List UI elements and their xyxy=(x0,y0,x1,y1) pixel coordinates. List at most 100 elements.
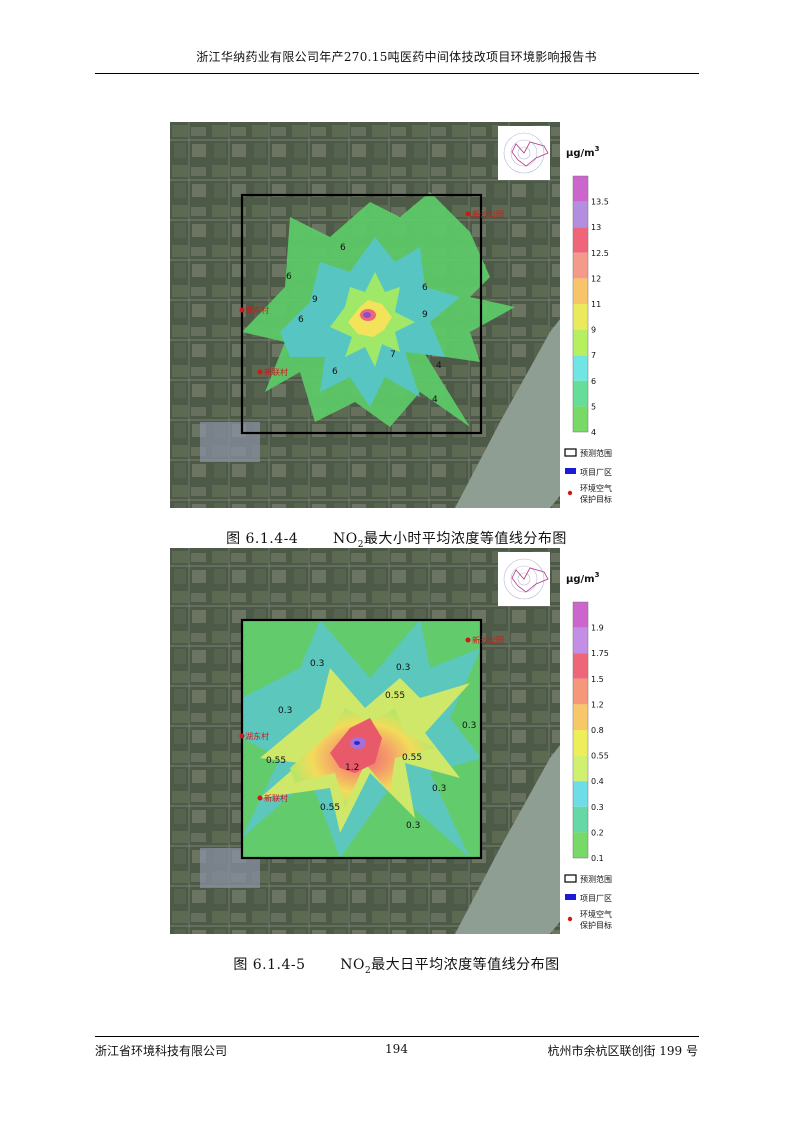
figure-hourly: 6 6 9 9 6 6 4 4 6 7 新沙公园 湖东村 新联村 xyxy=(170,122,620,508)
scale-label: 0.55 xyxy=(591,752,609,761)
contour-label: 7 xyxy=(390,350,396,360)
scale-swatch xyxy=(573,627,588,654)
contour-label: 0.3 xyxy=(396,663,410,673)
contour-13-5 xyxy=(363,312,371,318)
scale-swatch xyxy=(573,406,588,432)
target-legend-dot xyxy=(567,490,573,496)
scale-swatch xyxy=(573,355,588,381)
scale-swatch xyxy=(573,755,588,782)
scale-swatch xyxy=(573,380,588,407)
contour-label: 0.3 xyxy=(278,706,292,716)
scale-swatch xyxy=(573,806,588,833)
scale-label: 0.8 xyxy=(591,726,604,735)
target-legend-dot xyxy=(567,916,573,922)
scale-swatch xyxy=(573,252,588,279)
scale-swatch xyxy=(573,602,588,628)
legend-target-label: 保护目标 xyxy=(580,920,612,930)
contour-label: 6 xyxy=(422,283,428,293)
scale-swatch xyxy=(573,781,588,807)
unit-label: μg/m3 xyxy=(566,571,600,585)
wind-rose-inset xyxy=(498,126,550,180)
target-dot xyxy=(239,307,245,313)
prediction-range-box xyxy=(240,618,483,860)
legend-panel xyxy=(560,548,620,934)
place-label: 新联村 xyxy=(264,793,288,803)
range-legend-swatch xyxy=(564,448,577,457)
page-number: 194 xyxy=(385,1042,408,1056)
unit-label: μg/m3 xyxy=(566,145,600,159)
plant-marker xyxy=(354,741,360,745)
footer-address: 杭州市余杭区联创街 199 号 xyxy=(547,1044,698,1058)
contour-label: 0.55 xyxy=(320,803,340,813)
prediction-range-box xyxy=(240,193,483,435)
scale-label: 1.9 xyxy=(591,624,604,633)
scale-swatch xyxy=(573,176,588,202)
scale-label: 0.4 xyxy=(591,777,604,786)
contour-label: 6 xyxy=(286,272,292,282)
scale-frame xyxy=(572,175,589,433)
legend-target-label: 保护目标 xyxy=(580,494,612,504)
scale-swatch xyxy=(573,704,588,730)
range-legend-swatch xyxy=(564,874,577,883)
scale-label: 0.3 xyxy=(591,803,604,812)
place-label: 湖东村 xyxy=(245,305,269,315)
place-label: 新沙公园 xyxy=(472,635,504,645)
scale-swatch xyxy=(573,832,588,858)
map-hourly: 6 6 9 9 6 6 4 4 6 7 新沙公园 湖东村 新联村 xyxy=(170,122,620,508)
scale-frame xyxy=(572,601,589,859)
place-label: 湖东村 xyxy=(245,731,269,741)
figure-caption: 图 6.1.4-5 NO2最大日平均浓度等值线分布图 xyxy=(233,957,560,976)
figure-caption: 图 6.1.4-4 NO2最大小时平均浓度等值线分布图 xyxy=(226,531,567,550)
target-dot xyxy=(239,733,245,739)
scale-label: 1.75 xyxy=(591,649,609,658)
scale-label: 13 xyxy=(591,223,601,232)
contour-label: 9 xyxy=(312,295,318,305)
legend-target-label: 环境空气 xyxy=(580,483,612,493)
figure-daily: 0.3 0.3 0.55 0.3 0.55 0.55 1.2 0.55 0.3 … xyxy=(170,548,620,934)
plant-legend-swatch xyxy=(565,468,576,474)
contour-label: 6 xyxy=(340,243,346,253)
scale-swatch xyxy=(573,730,588,756)
scale-label: 4 xyxy=(591,428,596,437)
wind-rose-inset xyxy=(498,552,550,606)
contour-label: 6 xyxy=(332,367,338,377)
contour-label: 0.3 xyxy=(310,659,324,669)
target-dot xyxy=(257,369,263,375)
scale-swatch xyxy=(573,227,588,253)
contour-label: 0.3 xyxy=(432,784,446,794)
color-scale: 1.9 1.75 1.5 1.2 0.8 0.55 0.4 0.3 0.2 0.1 xyxy=(572,601,609,863)
scale-label: 1.5 xyxy=(591,675,604,684)
contour-label: 0.55 xyxy=(402,753,422,763)
contour-label: 0.55 xyxy=(266,756,286,766)
plant-legend-swatch xyxy=(565,894,576,900)
scale-swatch xyxy=(573,329,588,356)
footer-rule xyxy=(95,1036,699,1037)
contour-label: 0.3 xyxy=(406,821,420,831)
scale-label: 7 xyxy=(591,351,596,360)
target-dot xyxy=(257,795,263,801)
contour-label: 4 xyxy=(432,395,438,405)
scale-swatch xyxy=(573,201,588,228)
scale-label: 12 xyxy=(591,274,601,283)
scale-label: 13.5 xyxy=(591,198,609,207)
legend-range-label: 预测范围 xyxy=(580,874,612,884)
scale-swatch xyxy=(573,304,588,330)
scale-label: 12.5 xyxy=(591,249,609,258)
place-label: 新联村 xyxy=(264,367,288,377)
scale-swatch xyxy=(573,653,588,679)
scale-label: 6 xyxy=(591,377,596,386)
legend-plant-label: 项目厂区 xyxy=(580,894,612,903)
color-scale: 13.5 13 12.5 12 11 9 7 6 5 4 xyxy=(572,175,609,437)
contour-label: 4 xyxy=(436,361,442,371)
map-daily: 0.3 0.3 0.55 0.3 0.55 0.55 1.2 0.55 0.3 … xyxy=(170,548,620,934)
target-dot xyxy=(465,211,471,217)
page-header: 浙江华纳药业有限公司年产270.15吨医药中间体技改项目环境影响报告书 xyxy=(196,50,597,64)
contour-label: 1.2 xyxy=(345,763,359,773)
scale-label: 11 xyxy=(591,300,601,309)
header-rule xyxy=(95,73,699,74)
legend-panel xyxy=(560,122,620,508)
scale-swatch xyxy=(573,278,588,304)
footer-company: 浙江省环境科技有限公司 xyxy=(95,1044,228,1058)
contour-label: 6 xyxy=(298,315,304,325)
scale-label: 5 xyxy=(591,402,596,411)
